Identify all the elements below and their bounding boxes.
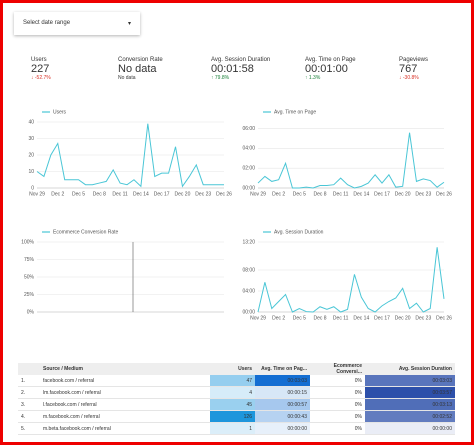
dropdown-arrow: ▾ (127, 21, 131, 27)
table-cell: 00:00:15 (255, 386, 310, 399)
kpi-delta: ↑ 79.8% (211, 75, 230, 81)
table-row: 3. l.facebook.com / referral 45 00:00:57 0% 0… (18, 398, 455, 411)
table-cell: 4 (210, 386, 255, 399)
kpi-value: 00:01:58 (211, 63, 254, 75)
kpi: Avg. Session Duration 00:01:58 ↑ 79.8% (211, 57, 270, 81)
kpi-delta: ↓ -30.8% (399, 75, 419, 81)
kpi: Conversion Rate No data No data (118, 57, 163, 81)
table-row: 4. m.facebook.com / referral 126 00:00:43 0%… (18, 410, 455, 423)
kpi-value: 00:01:00 (305, 63, 348, 75)
table-cell: 00:00:00 (365, 422, 455, 435)
date-range-label: Select date range (23, 20, 71, 26)
table-cell: 00:00:00 (255, 422, 310, 435)
table-cell: 0% (310, 386, 365, 399)
table-cell: 00:02:52 (365, 410, 455, 423)
table-cell: 0% (310, 410, 365, 423)
table-cell: 00:03:03 (255, 375, 310, 387)
kpi-label: Conversion Rate (118, 57, 163, 63)
table-cell: 3. (18, 398, 40, 411)
table-row: 1. facebook.com / referral 47 00:03:03 0% 00:… (18, 375, 455, 387)
table-cell: 00:03:57 (365, 386, 455, 399)
table-cell: l.facebook.com / referral (40, 398, 210, 411)
index-header (18, 363, 40, 375)
kpi-label: Avg. Session Duration (211, 57, 271, 63)
column-header: Avg. Session Duration (365, 363, 455, 375)
kpi: Pageviews 767 ↓ -30.8% (399, 57, 428, 81)
kpi-delta: ↓ -52.7% (31, 75, 51, 81)
kpi-label: Users (31, 57, 47, 63)
kpi-value: No data (118, 63, 157, 75)
kpi: Users 227 ↓ -52.7% (31, 57, 51, 81)
table-cell: 126 (210, 410, 255, 423)
kpi-delta: No data (118, 75, 136, 81)
table-cell: 0% (310, 422, 365, 435)
kpi-value: 767 (399, 63, 418, 75)
table-cell: 00:03:03 (365, 375, 455, 387)
column-header: Ecommerce Conversi... (310, 363, 365, 375)
table-cell: 0% (310, 375, 365, 387)
table-row: 2. lm.facebook.com / referral 4 00:00:15 0% 0… (18, 386, 455, 399)
table-row: 5. m.beta.facebook.com / referral 1 00:00:0… (18, 422, 455, 435)
column-header: Users (210, 363, 255, 375)
table-cell: 1 (210, 422, 255, 435)
kpi-delta: ↑ 1.3% (305, 75, 321, 81)
kpi-label: Avg. Time on Page (305, 57, 356, 63)
table-cell: 47 (210, 375, 255, 387)
kpi-label: Pageviews (399, 57, 429, 63)
table-header: Source / Medium Users Avg. Time on Pag... E… (18, 363, 455, 375)
column-header: Avg. Time on Pag... (255, 363, 310, 375)
table-cell: 00:00:43 (255, 410, 310, 423)
table-cell: facebook.com / referral (40, 375, 210, 387)
table-cell: 0% (310, 398, 365, 411)
date-range-selector[interactable]: Select date range ▾ (14, 12, 140, 35)
table-cell: 4. (18, 410, 40, 423)
kpi: Avg. Time on Page 00:01:00 ↑ 1.3% (305, 57, 356, 81)
table-cell: 2. (18, 386, 40, 399)
table-cell: lm.facebook.com / referral (40, 386, 210, 399)
table-cell: 5. (18, 422, 40, 435)
table-cell: m.beta.facebook.com / referral (40, 422, 210, 435)
table-cell: 1. (18, 375, 40, 387)
source-table: Source / Medium Users Avg. Time on Pag... E… (18, 363, 455, 435)
kpi-value: 227 (31, 63, 50, 75)
table-cell: 45 (210, 398, 255, 411)
column-header: Source / Medium (40, 363, 210, 375)
table-cell: 00:03:13 (365, 398, 455, 411)
table-cell: m.facebook.com / referral (40, 410, 210, 423)
table-cell: 00:00:57 (255, 398, 310, 411)
